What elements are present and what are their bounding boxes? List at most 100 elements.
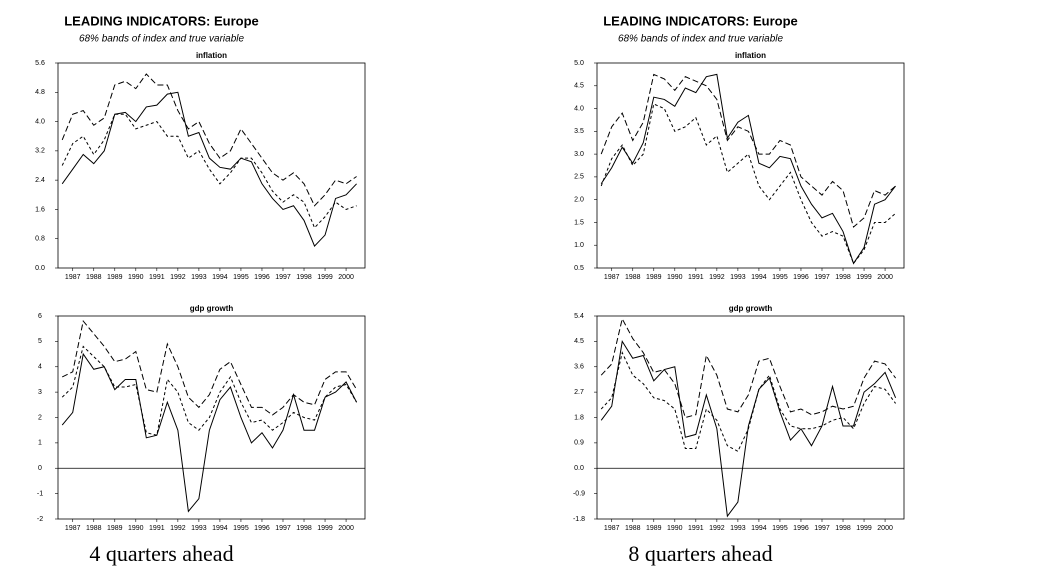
x-tick-label: 1988: [86, 274, 102, 281]
x-tick-label: 1993: [730, 274, 746, 281]
y-tick-label: 0: [38, 465, 42, 472]
x-tick-label: 1995: [772, 525, 788, 532]
x-tick-label: 1988: [86, 525, 102, 532]
y-tick-label: 5.0: [574, 60, 584, 67]
x-tick-label: 1988: [625, 274, 641, 281]
y-tick-label: -1.8: [573, 516, 585, 523]
y-tick-label: 3.5: [574, 128, 584, 135]
x-tick-label: 1987: [604, 525, 620, 532]
x-tick-label: 1991: [688, 525, 704, 532]
x-tick-label: 1998: [296, 525, 312, 532]
series-line: [61, 352, 358, 513]
y-tick-label: -1: [37, 490, 43, 497]
x-tick-label: 1992: [170, 525, 186, 532]
x-tick-label: 1996: [254, 274, 270, 281]
x-tick-label: 1995: [772, 274, 788, 281]
x-tick-label: 1994: [751, 525, 767, 532]
x-tick-label: 1992: [709, 525, 725, 532]
x-tick-label: 1998: [835, 274, 851, 281]
x-tick-label: 1990: [667, 525, 683, 532]
y-tick-label: -0.9: [573, 490, 585, 497]
series-line: [61, 73, 357, 207]
x-tick-label: 1997: [814, 274, 830, 281]
x-tick-label: 1995: [233, 525, 249, 532]
x-tick-label: 1997: [275, 274, 291, 281]
x-tick-label: 1994: [212, 525, 228, 532]
x-tick-label: 2000: [338, 525, 354, 532]
x-tick-label: 1996: [254, 525, 270, 532]
series-line: [61, 113, 357, 229]
x-tick-label: 1991: [149, 274, 165, 281]
y-tick-label: 4.0: [574, 105, 584, 112]
x-tick-label: 1994: [751, 274, 767, 281]
y-tick-label: 4.0: [35, 118, 45, 125]
y-tick-label: 5.6: [35, 60, 45, 67]
x-tick-label: 1994: [212, 274, 228, 281]
x-tick-label: 1997: [275, 525, 291, 532]
y-tick-label: 2.0: [574, 197, 584, 204]
x-tick-label: 1987: [65, 274, 81, 281]
x-tick-label: 1998: [835, 525, 851, 532]
series-line: [600, 103, 896, 265]
y-tick-label: 3.6: [574, 364, 584, 371]
series-line: [61, 91, 357, 247]
series-line: [600, 73, 896, 265]
x-tick-label: 1991: [149, 525, 165, 532]
x-tick-label: 2000: [877, 525, 893, 532]
series-line: [600, 73, 896, 228]
chart-title: gdp growth: [729, 304, 773, 313]
y-tick-label: 1: [38, 440, 42, 447]
x-tick-label: 1999: [856, 274, 872, 281]
y-tick-label: 6: [38, 313, 42, 320]
x-tick-label: 1998: [296, 274, 312, 281]
y-tick-label: 1.8: [574, 414, 584, 421]
x-tick-label: 1996: [793, 525, 809, 532]
panel-subtitle: 68% bands of index and true variable: [618, 34, 784, 45]
x-tick-label: 1987: [65, 525, 81, 532]
series-line: [600, 339, 897, 518]
x-tick-label: 1990: [128, 274, 144, 281]
y-tick-label: 4.5: [574, 83, 584, 90]
x-tick-label: 1997: [814, 525, 830, 532]
series-line: [600, 351, 896, 453]
x-tick-label: 1992: [709, 274, 725, 281]
x-tick-label: 1999: [317, 274, 333, 281]
y-tick-label: 2.4: [35, 177, 45, 184]
y-tick-label: 1.5: [574, 219, 584, 226]
x-tick-label: 1993: [730, 525, 746, 532]
y-tick-label: 3.0: [574, 151, 584, 158]
y-tick-label: -2: [37, 516, 43, 523]
x-tick-label: 1999: [856, 525, 872, 532]
x-tick-label: 1987: [604, 274, 620, 281]
x-tick-label: 2000: [877, 274, 893, 281]
x-tick-label: 1989: [646, 274, 662, 281]
y-tick-label: 0.8: [35, 236, 45, 243]
y-tick-label: 0.9: [574, 440, 584, 447]
y-tick-label: 3.2: [35, 148, 45, 155]
x-tick-label: 1990: [128, 525, 144, 532]
x-tick-label: 1988: [625, 525, 641, 532]
x-tick-label: 1993: [191, 525, 207, 532]
plot-frame: [596, 62, 905, 269]
y-tick-label: 0.5: [574, 265, 584, 272]
panel-subtitle: 68% bands of index and true variable: [79, 34, 245, 45]
x-tick-label: 1991: [688, 274, 704, 281]
panel-title: LEADING INDICATORS: Europe: [64, 13, 259, 28]
panel-caption: 8 quarters ahead: [628, 541, 772, 566]
plot-frame: [57, 62, 366, 269]
y-tick-label: 0.0: [35, 265, 45, 272]
y-tick-label: 2.5: [574, 174, 584, 181]
chart-title: inflation: [196, 51, 227, 60]
y-tick-label: 5.4: [574, 313, 584, 320]
y-tick-label: 1.0: [574, 242, 584, 249]
x-tick-label: 1989: [646, 525, 662, 532]
y-tick-label: 3: [38, 389, 42, 396]
y-tick-label: 4.8: [35, 89, 45, 96]
series-line: [61, 319, 358, 416]
chart-title: inflation: [735, 51, 766, 60]
y-tick-label: 5: [38, 338, 42, 345]
y-tick-label: 0.0: [574, 465, 584, 472]
x-tick-label: 1989: [107, 274, 123, 281]
x-tick-label: 1992: [170, 274, 186, 281]
